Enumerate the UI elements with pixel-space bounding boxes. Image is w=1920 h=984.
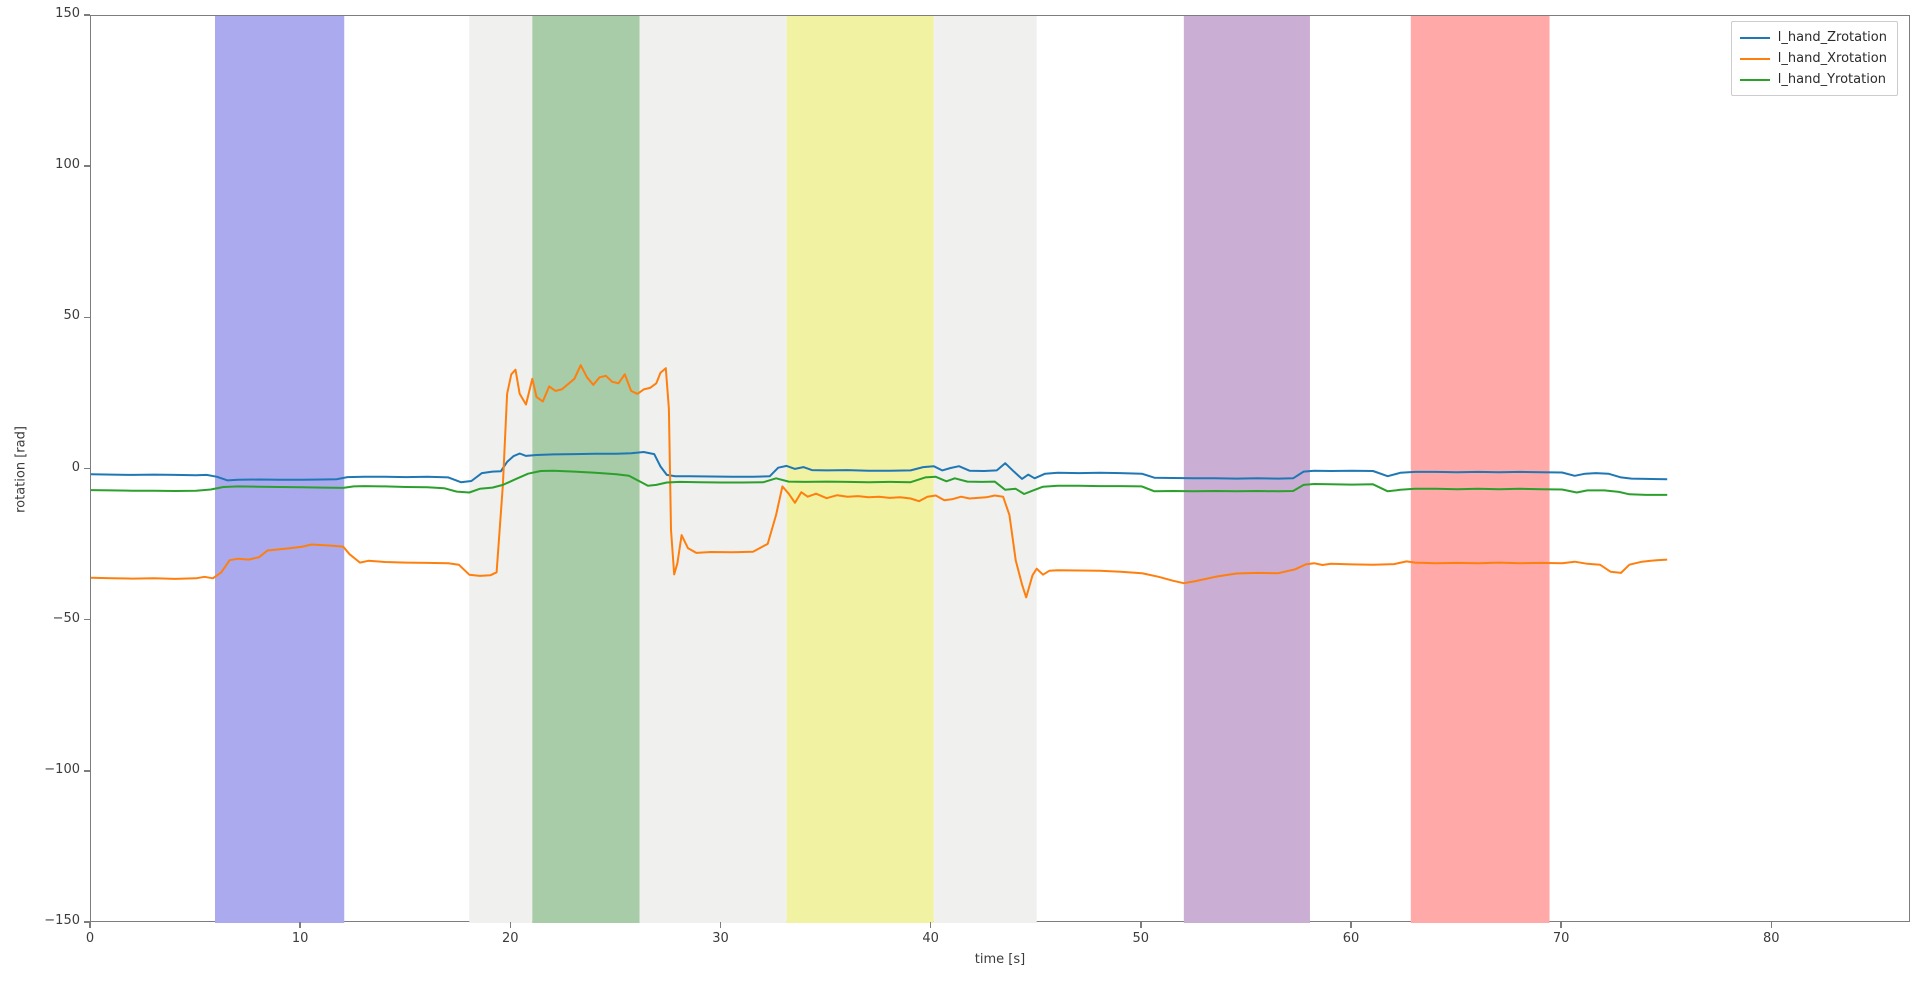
- x-axis-label: time [s]: [974, 952, 1026, 967]
- x-tick-label: 80: [1763, 931, 1780, 946]
- y-tick-label: 50: [63, 308, 80, 324]
- green-band: [532, 16, 640, 923]
- y-tickmark: [84, 467, 90, 470]
- x-tick-label: 10: [291, 931, 309, 946]
- y-tick-label: 0: [71, 459, 80, 475]
- x-tick-label: 40: [922, 931, 939, 946]
- legend-entry: l_hand_Zrotation: [1739, 27, 1887, 48]
- legend-label: l_hand_Yrotation: [1777, 72, 1887, 87]
- y-tick-label: −100: [44, 761, 80, 777]
- x-tick-label: 60: [1342, 931, 1360, 946]
- y-tickmark: [84, 316, 90, 319]
- x-tickmark: [1560, 922, 1562, 928]
- gray-band-2: [639, 16, 787, 923]
- x-tick-label: 50: [1132, 931, 1150, 946]
- legend-line-swatch: [1739, 36, 1770, 39]
- x-tickmark: [1350, 922, 1352, 928]
- legend-label: l_hand_Xrotation: [1777, 51, 1887, 66]
- legend-label: l_hand_Zrotation: [1777, 30, 1887, 45]
- y-tickmark: [84, 770, 90, 772]
- x-tickmark: [719, 922, 722, 928]
- y-tickmark: [84, 921, 90, 923]
- purple-band: [1183, 16, 1310, 923]
- series-line-l_hand_Xrotation: [91, 364, 1668, 599]
- x-tickmark: [299, 922, 301, 928]
- chart-canvas: [91, 16, 1668, 923]
- y-tick-label: 100: [55, 157, 80, 173]
- red-band: [1410, 16, 1550, 923]
- legend-line-swatch: [1739, 57, 1770, 60]
- x-tick-label: 70: [1552, 931, 1570, 946]
- series-line-l_hand_Zrotation: [91, 451, 1668, 484]
- legend-entry: l_hand_Yrotation: [1739, 69, 1887, 90]
- x-tick-label: 20: [502, 931, 519, 946]
- x-tick-label: 30: [712, 931, 729, 946]
- legend: l_hand_Zrotation l_hand_Xrotation l_hand_Y…: [1730, 21, 1898, 96]
- x-tickmark: [1770, 922, 1773, 928]
- y-tickmark: [84, 14, 90, 16]
- y-tick-label: −50: [52, 610, 80, 626]
- legend-entry: l_hand_Xrotation: [1739, 48, 1887, 69]
- legend-line-swatch: [1739, 78, 1770, 81]
- blue-band: [214, 16, 345, 923]
- plot-area: [90, 15, 1910, 923]
- x-tickmark: [509, 922, 512, 928]
- gray-band-3: [933, 16, 1037, 923]
- series-line-l_hand_Yrotation: [91, 469, 1668, 496]
- x-tickmark: [929, 922, 932, 928]
- x-tick-label: 0: [85, 931, 95, 946]
- x-tickmark: [89, 922, 91, 928]
- y-tick-label: 150: [55, 6, 80, 21]
- y-tickmark: [84, 618, 90, 621]
- x-tickmark: [1140, 922, 1142, 928]
- y-tickmark: [84, 165, 90, 167]
- y-tick-label: −150: [44, 913, 80, 928]
